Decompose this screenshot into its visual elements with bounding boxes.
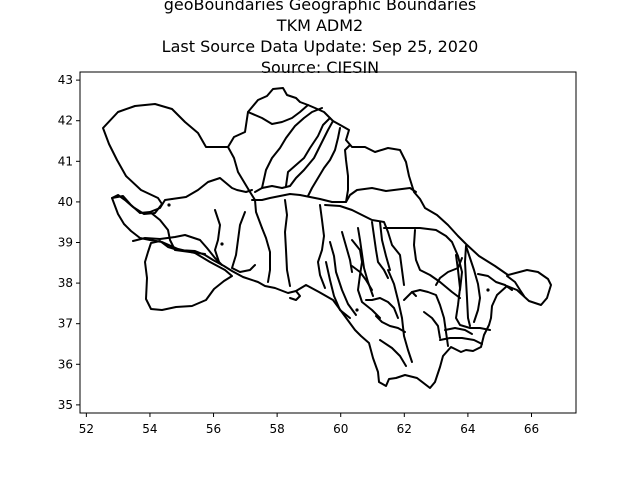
border-31 [371, 221, 389, 279]
enclave-dot-4 [486, 288, 490, 292]
border-11 [307, 127, 341, 197]
enclave-dot-3 [355, 308, 359, 312]
border-30 [357, 227, 374, 297]
border-23 [455, 254, 491, 331]
y-tick-label: 43 [58, 73, 73, 87]
border-6 [214, 209, 221, 263]
border-7 [247, 104, 309, 125]
title-line-3: Last Source Data Update: Sep 25, 2020 [161, 37, 479, 56]
border-26 [506, 275, 525, 297]
border-16 [284, 199, 291, 287]
border-4 [149, 211, 206, 255]
y-tick-label: 38 [58, 276, 73, 290]
border-28 [329, 241, 357, 316]
border-19 [383, 227, 463, 291]
x-tick-label: 66 [524, 422, 539, 436]
border-32 [379, 221, 391, 271]
border-37 [439, 337, 483, 345]
border-8 [254, 120, 334, 193]
y-tick-label: 39 [58, 236, 73, 250]
border-29 [325, 261, 351, 319]
title-line-2: TKM ADM2 [276, 16, 364, 35]
border-35 [365, 297, 399, 319]
border-1 [111, 195, 173, 214]
y-tick-label: 37 [58, 317, 73, 331]
border-42 [379, 339, 407, 367]
x-tick-label: 52 [79, 422, 94, 436]
border-44 [289, 290, 301, 301]
border-25 [477, 273, 513, 291]
country-outline [102, 87, 552, 389]
border-22 [465, 245, 481, 323]
y-tick-label: 35 [58, 398, 73, 412]
x-tick-label: 60 [333, 422, 348, 436]
border-40 [351, 265, 373, 291]
border-27 [351, 239, 381, 319]
border-9 [261, 107, 323, 189]
enclave-dots [167, 203, 490, 312]
border-33 [387, 269, 413, 363]
enclave-dot-1 [167, 203, 171, 207]
enclave-dot-2 [220, 242, 224, 246]
border-24 [464, 245, 471, 327]
x-axis: 52 54 56 58 60 62 64 66 [79, 413, 539, 436]
border-12 [251, 187, 417, 203]
border-13 [344, 144, 351, 203]
district-boundaries [102, 87, 552, 389]
title-line-1: geoBoundaries Geographic Boundaries [163, 0, 477, 14]
border-2 [132, 234, 223, 266]
border-14 [261, 227, 271, 283]
border-15 [231, 211, 256, 273]
y-axis: 35 36 37 38 39 40 41 42 43 [58, 73, 80, 412]
x-tick-label: 62 [397, 422, 412, 436]
border-21 [435, 257, 463, 286]
x-tick-label: 64 [460, 422, 475, 436]
border-36 [375, 315, 406, 333]
border-38 [444, 327, 473, 335]
border-34 [411, 289, 449, 347]
y-tick-label: 42 [58, 114, 73, 128]
border-41 [341, 231, 353, 273]
border-39 [403, 291, 417, 301]
x-tick-label: 54 [142, 422, 157, 436]
border-3 [171, 177, 253, 200]
x-tick-label: 58 [269, 422, 284, 436]
y-tick-label: 40 [58, 195, 73, 209]
border-20 [413, 229, 461, 299]
border-10 [285, 117, 331, 187]
border-18 [324, 204, 405, 286]
border-5 [227, 146, 263, 229]
border-43 [423, 311, 441, 339]
border-17 [317, 204, 326, 289]
x-tick-label: 56 [206, 422, 221, 436]
y-tick-label: 41 [58, 154, 73, 168]
y-tick-label: 36 [58, 357, 73, 371]
